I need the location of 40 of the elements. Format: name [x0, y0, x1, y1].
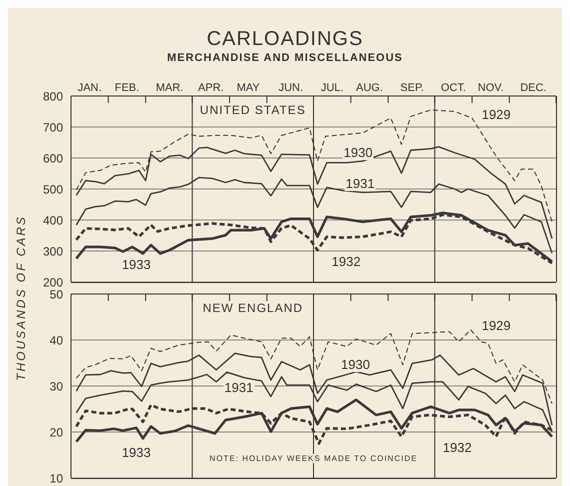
x-tick-label: MAR.: [156, 82, 184, 94]
y-axis-title: THOUSANDS OF CARS: [14, 215, 28, 381]
y-tick-label: 40: [50, 333, 64, 348]
y-tick-label: 50: [50, 287, 64, 302]
x-tick-label: JAN.: [78, 82, 102, 94]
y-tick-label: 400: [42, 213, 64, 228]
series-label: 1932: [442, 440, 473, 455]
series-label: 1929: [480, 107, 512, 122]
series-label: 1930: [340, 357, 371, 372]
series-label: 1932: [330, 254, 362, 269]
x-tick-label: SEP.: [400, 82, 424, 94]
y-tick-label: 30: [50, 379, 64, 394]
y-tick-label: 800: [42, 89, 64, 104]
y-tick-label: 600: [42, 151, 64, 166]
annotation: UNITED STATES: [200, 103, 306, 118]
x-tick-label: JUL.: [320, 82, 344, 94]
x-tick-label: NOV.: [478, 82, 504, 94]
series-label: 1931: [223, 380, 254, 396]
x-tick-label: JUN.: [278, 82, 304, 94]
x-tick-label: MAY: [236, 82, 260, 94]
chart-title: CARLOADINGS: [206, 28, 364, 51]
series-label: 1933: [120, 256, 152, 272]
chart-subtitle: MERCHANDISE AND MISCELLANEOUS: [166, 52, 404, 64]
y-tick-label: 200: [42, 275, 64, 290]
annotation: NOTE: HOLIDAY WEEKS MADE TO COINCIDE: [210, 454, 418, 464]
x-tick-label: FEB.: [114, 82, 140, 94]
x-tick-label: DEC.: [520, 82, 546, 94]
y-tick-label: 300: [42, 244, 64, 258]
x-tick-label: APR.: [198, 82, 224, 94]
x-tick-label: AUG.: [356, 82, 383, 94]
series-label: 1930: [342, 145, 374, 160]
y-tick-label: 700: [42, 120, 64, 134]
series-label: 1929: [480, 318, 512, 332]
x-tick-label: OCT.: [440, 82, 466, 94]
y-tick-label: 500: [42, 182, 64, 196]
y-tick-label: 20: [50, 425, 64, 440]
series-label: 1931: [344, 176, 376, 191]
series-label: 1933: [120, 444, 152, 460]
y-tick-label: 10: [50, 471, 64, 486]
text: NEW ENGLAND: [202, 301, 304, 316]
